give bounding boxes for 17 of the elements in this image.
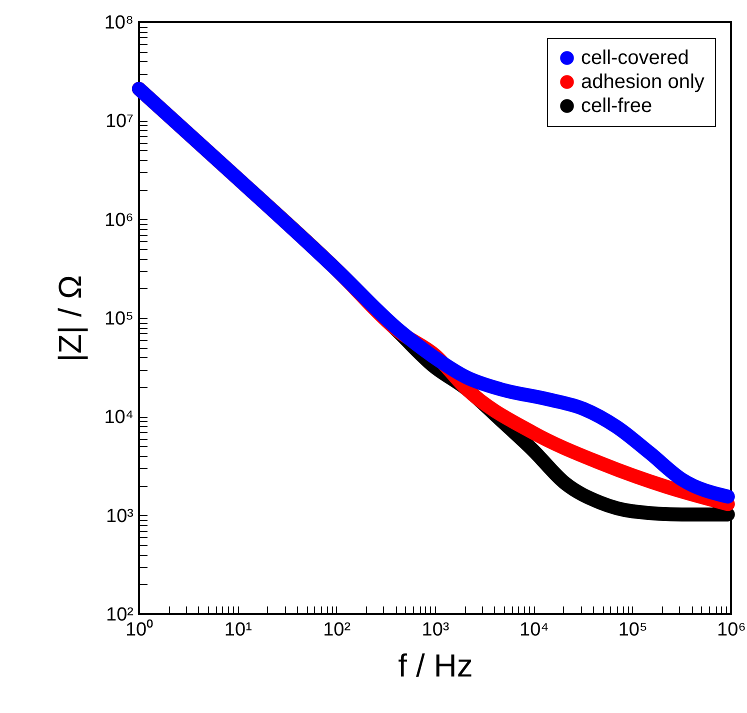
y-axis-title: |Z| / Ω <box>52 275 88 362</box>
legend-label: cell-free <box>581 95 652 117</box>
y-tick-label: 10³ <box>106 506 134 527</box>
x-tick-label: 10¹ <box>224 620 252 640</box>
y-tick-label: 10⁵ <box>104 308 134 330</box>
x-axis-title: f / Hz <box>398 648 473 684</box>
legend-label: cell-covered <box>581 47 689 69</box>
x-tick-label: 10⁴ <box>520 620 549 640</box>
y-tick-label: 10⁸ <box>104 12 134 34</box>
x-tick-label: 10⁶ <box>717 620 746 640</box>
x-tick-label: 10⁵ <box>618 620 648 640</box>
y-tick-label: 10⁷ <box>105 111 134 132</box>
y-tick-label: 10⁴ <box>104 407 134 428</box>
x-tick-label: 10² <box>323 620 351 640</box>
legend-label: adhesion only <box>581 71 704 93</box>
y-tick-label: 10⁶ <box>104 210 134 231</box>
x-tick-label: 10³ <box>422 620 450 640</box>
